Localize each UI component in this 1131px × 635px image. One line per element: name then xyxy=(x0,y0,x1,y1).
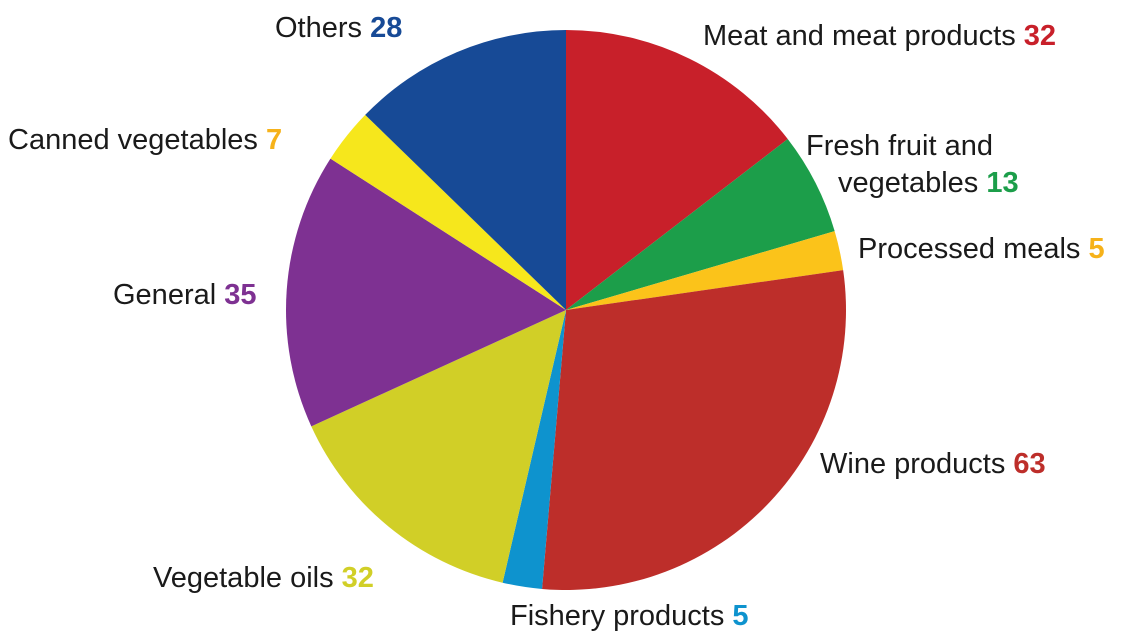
pie-slice-meat-and-meat-products xyxy=(566,30,788,310)
label-name: Others xyxy=(275,12,363,44)
label-vegetable-oils: Vegetable oils 32 xyxy=(153,560,374,597)
label-others: Others 28 xyxy=(275,10,402,47)
label-value: 28 xyxy=(370,12,403,44)
label-name: General xyxy=(113,279,217,311)
label-meat-and-meat-products: Meat and meat products 32 xyxy=(703,18,1056,55)
label-value: 5 xyxy=(732,600,749,632)
label-value: 32 xyxy=(1023,20,1057,52)
label-fresh-fruit-and-vegetables: Fresh fruit and vegetables 13 xyxy=(806,128,1019,202)
pie-slice-others xyxy=(365,29,566,310)
label-name: Meat and meat products xyxy=(703,20,1016,52)
label-general: General 35 xyxy=(113,277,257,314)
pie-slice-wine-products xyxy=(542,270,846,590)
pie-slice-general xyxy=(285,158,566,427)
pie-slice-canned-vegetables xyxy=(330,114,566,310)
label-value: 13 xyxy=(986,167,1019,199)
label-canned-vegetables: Canned vegetables 7 xyxy=(8,122,282,159)
label-fishery-products: Fishery products 5 xyxy=(510,598,749,635)
label-value: 5 xyxy=(1088,233,1105,265)
label-processed-meals: Processed meals 5 xyxy=(858,231,1105,268)
label-name: Canned vegetables xyxy=(8,124,258,156)
label-name: Processed meals xyxy=(858,233,1081,265)
label-name: Wine products xyxy=(820,448,1006,480)
pie-slice-fresh-fruit-and-vegetables xyxy=(566,139,835,310)
label-value: 32 xyxy=(341,562,374,594)
label-value: 63 xyxy=(1013,448,1046,480)
pie-slice-vegetable-oils xyxy=(311,310,566,583)
label-value: 7 xyxy=(265,124,283,156)
label-name-line-2: vegetables xyxy=(838,167,979,199)
pie-slice-fishery-products xyxy=(502,310,566,589)
label-wine-products: Wine products 63 xyxy=(820,446,1046,483)
label-name: Fishery products xyxy=(510,600,725,632)
label-name: Vegetable oils xyxy=(153,562,334,594)
label-name-line-1: Fresh fruit and xyxy=(806,130,993,162)
label-value: 35 xyxy=(224,279,257,311)
pie-slice-processed-meals xyxy=(566,231,844,310)
